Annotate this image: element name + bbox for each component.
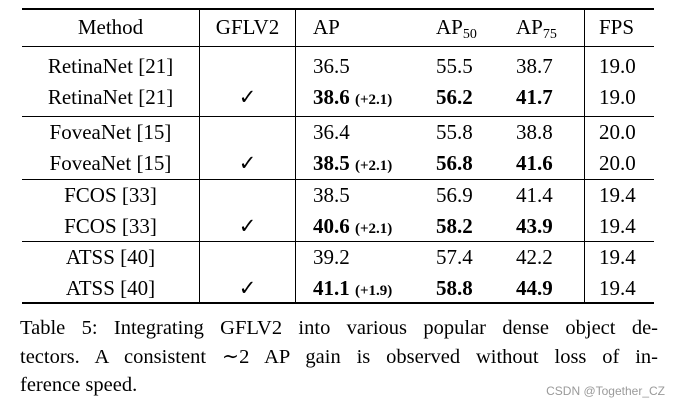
checkmark-icon: ✓ bbox=[238, 85, 257, 109]
ap-gain: (+2.1) bbox=[355, 221, 393, 237]
cell-gflv2 bbox=[200, 242, 295, 273]
cell-gflv2 bbox=[200, 51, 295, 82]
cell-ap: 36.5 bbox=[313, 54, 350, 78]
cell-ap50: 58.2 bbox=[436, 214, 473, 238]
cell-ap: 38.5 (+2.1) bbox=[313, 151, 393, 175]
cell-ap50: 55.5 bbox=[436, 54, 473, 78]
cell-ap75: 44.9 bbox=[516, 276, 553, 300]
cell-gflv2 bbox=[200, 180, 295, 211]
cell-fps: 19.4 bbox=[599, 214, 636, 238]
caption-line: Table 5: Integrating GFLV2 into various … bbox=[20, 317, 658, 339]
header-ap: AP bbox=[313, 15, 340, 39]
cell-ap: 38.5 bbox=[313, 183, 350, 207]
cell-fps: 19.4 bbox=[599, 183, 636, 207]
cell-fps: 20.0 bbox=[599, 120, 636, 144]
cell-ap: 36.4 bbox=[313, 120, 350, 144]
cell-method: ATSS [40] bbox=[65, 276, 156, 300]
group-rule bbox=[22, 116, 654, 117]
group-rule bbox=[22, 179, 654, 180]
header-rule bbox=[22, 46, 654, 47]
cell-method: FCOS [33] bbox=[64, 214, 157, 238]
cell-method: ATSS [40] bbox=[65, 245, 156, 269]
cell-fps: 19.4 bbox=[599, 276, 636, 300]
column-divider bbox=[199, 8, 200, 304]
caption-line: ference speed. bbox=[20, 374, 138, 396]
table-bottom-rule bbox=[22, 302, 654, 304]
cell-ap75: 38.7 bbox=[516, 54, 553, 78]
cell-method: RetinaNet [21] bbox=[47, 85, 174, 109]
cell-method: RetinaNet [21] bbox=[47, 54, 174, 78]
cell-ap: 41.1 (+1.9) bbox=[313, 276, 393, 300]
cell-ap: 40.6 (+2.1) bbox=[313, 214, 393, 238]
cell-fps: 19.4 bbox=[599, 245, 636, 269]
cell-gflv2 bbox=[200, 117, 295, 148]
checkmark-icon: ✓ bbox=[238, 214, 257, 238]
results-table: Method GFLV2 AP AP50 AP75 FPS RetinaNet … bbox=[22, 8, 654, 304]
cell-ap50: 57.4 bbox=[436, 245, 473, 269]
cell-ap50: 55.8 bbox=[436, 120, 473, 144]
cell-ap75: 42.2 bbox=[516, 245, 553, 269]
ap-gain: (+2.1) bbox=[355, 92, 393, 108]
ap-gain: (+2.1) bbox=[355, 158, 393, 174]
ap-gain: (+1.9) bbox=[355, 283, 393, 299]
table-caption: Table 5: Integrating GFLV2 into various … bbox=[20, 314, 658, 400]
watermark: CSDN @Together_CZ bbox=[546, 384, 665, 398]
header-ap50: AP50 bbox=[436, 15, 477, 42]
header-ap75: AP75 bbox=[516, 15, 557, 42]
checkmark-icon: ✓ bbox=[238, 276, 257, 300]
header-fps: FPS bbox=[599, 15, 635, 39]
cell-ap75: 38.8 bbox=[516, 120, 553, 144]
cell-ap50: 58.8 bbox=[436, 276, 473, 300]
caption-line: tectors. A consistent ∼2 AP gain is obse… bbox=[20, 345, 658, 368]
cell-ap50: 56.2 bbox=[436, 85, 473, 109]
cell-ap75: 41.4 bbox=[516, 183, 553, 207]
group-rule bbox=[22, 241, 654, 242]
cell-method: FCOS [33] bbox=[64, 183, 157, 207]
cell-ap75: 41.6 bbox=[516, 151, 553, 175]
cell-ap50: 56.8 bbox=[436, 151, 473, 175]
header-method: Method bbox=[77, 15, 144, 39]
cell-fps: 20.0 bbox=[599, 151, 636, 175]
column-divider bbox=[584, 8, 585, 304]
cell-method: FoveaNet [15] bbox=[49, 151, 172, 175]
cell-ap50: 56.9 bbox=[436, 183, 473, 207]
column-divider bbox=[295, 8, 296, 304]
cell-fps: 19.0 bbox=[599, 54, 636, 78]
cell-method: FoveaNet [15] bbox=[49, 120, 172, 144]
table-top-rule bbox=[22, 8, 654, 10]
cell-ap: 38.6 (+2.1) bbox=[313, 85, 393, 109]
cell-ap75: 43.9 bbox=[516, 214, 553, 238]
header-gflv2: GFLV2 bbox=[215, 15, 280, 39]
cell-ap: 39.2 bbox=[313, 245, 350, 269]
cell-ap75: 41.7 bbox=[516, 85, 553, 109]
cell-fps: 19.0 bbox=[599, 85, 636, 109]
checkmark-icon: ✓ bbox=[238, 151, 257, 175]
